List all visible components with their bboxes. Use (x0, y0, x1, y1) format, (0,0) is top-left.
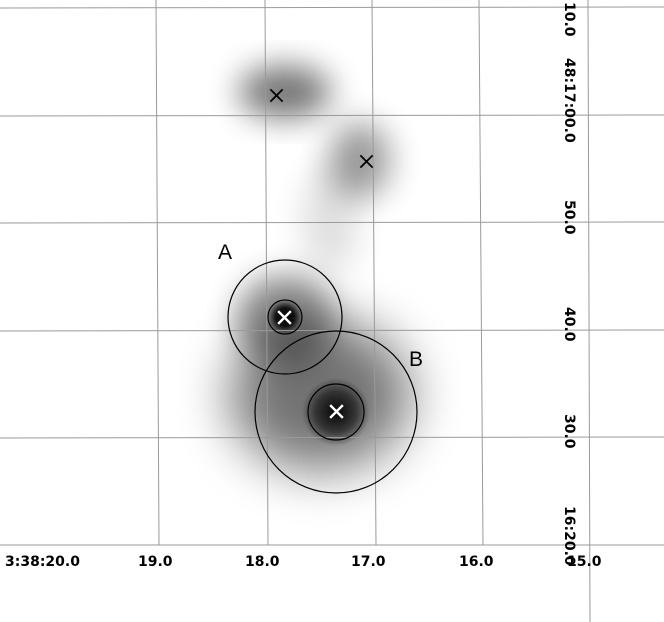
dec-gridline-10 (0, 6, 664, 9)
ra-tick-label: 18.0 (245, 554, 280, 570)
dec-tick-label: 50.0 (561, 200, 577, 235)
region-a-inner-circle[interactable] (267, 299, 303, 335)
emission-map (230, 66, 410, 470)
source-label-b: B (409, 348, 423, 371)
emission-blob-top (239, 66, 331, 118)
ra-axis: 3:38:20.0 19.0 18.0 17.0 16.0 15.0 (5, 554, 602, 570)
dec-tick-label: 16:20.0 (561, 506, 577, 566)
dec-tick-label: 10.0 (561, 2, 577, 37)
dec-axis: 10.0 48:17:00.0 50.0 40.0 30.0 16:20.0 (561, 2, 577, 566)
ra-gridline-17 (371, 0, 377, 546)
ra-tick-label: 19.0 (138, 554, 173, 570)
source-label-a: A (218, 241, 232, 264)
dec-gridline-30 (0, 436, 664, 439)
x-marker-a[interactable] (277, 310, 292, 325)
x-marker-top-left[interactable] (269, 88, 284, 103)
ra-tick-label: 15.0 (567, 554, 602, 570)
dec-gridline-17-00 (0, 114, 664, 117)
ra-gridline-16 (478, 0, 484, 546)
dec-tick-label: 48:17:00.0 (561, 58, 577, 143)
ra-gridline-19 (155, 0, 160, 546)
extraction-circles (227, 259, 418, 494)
ra-gridline-15 (587, 0, 591, 622)
region-a-outer-circle[interactable] (227, 259, 343, 375)
source-markers (269, 88, 374, 419)
region-b-outer-circle[interactable] (254, 330, 418, 494)
dec-tick-label: 30.0 (561, 414, 577, 449)
dec-gridline-50 (0, 221, 664, 224)
region-b-inner-circle[interactable] (307, 383, 365, 441)
ra-tick-label: 16.0 (459, 554, 494, 570)
x-marker-b[interactable] (329, 404, 344, 419)
ra-tick-label: 3:38:20.0 (5, 554, 80, 570)
dec-tick-label: 40.0 (561, 307, 577, 342)
emission-bridge (302, 165, 358, 275)
x-marker-top-right[interactable] (359, 154, 374, 169)
ra-tick-label: 17.0 (351, 554, 386, 570)
